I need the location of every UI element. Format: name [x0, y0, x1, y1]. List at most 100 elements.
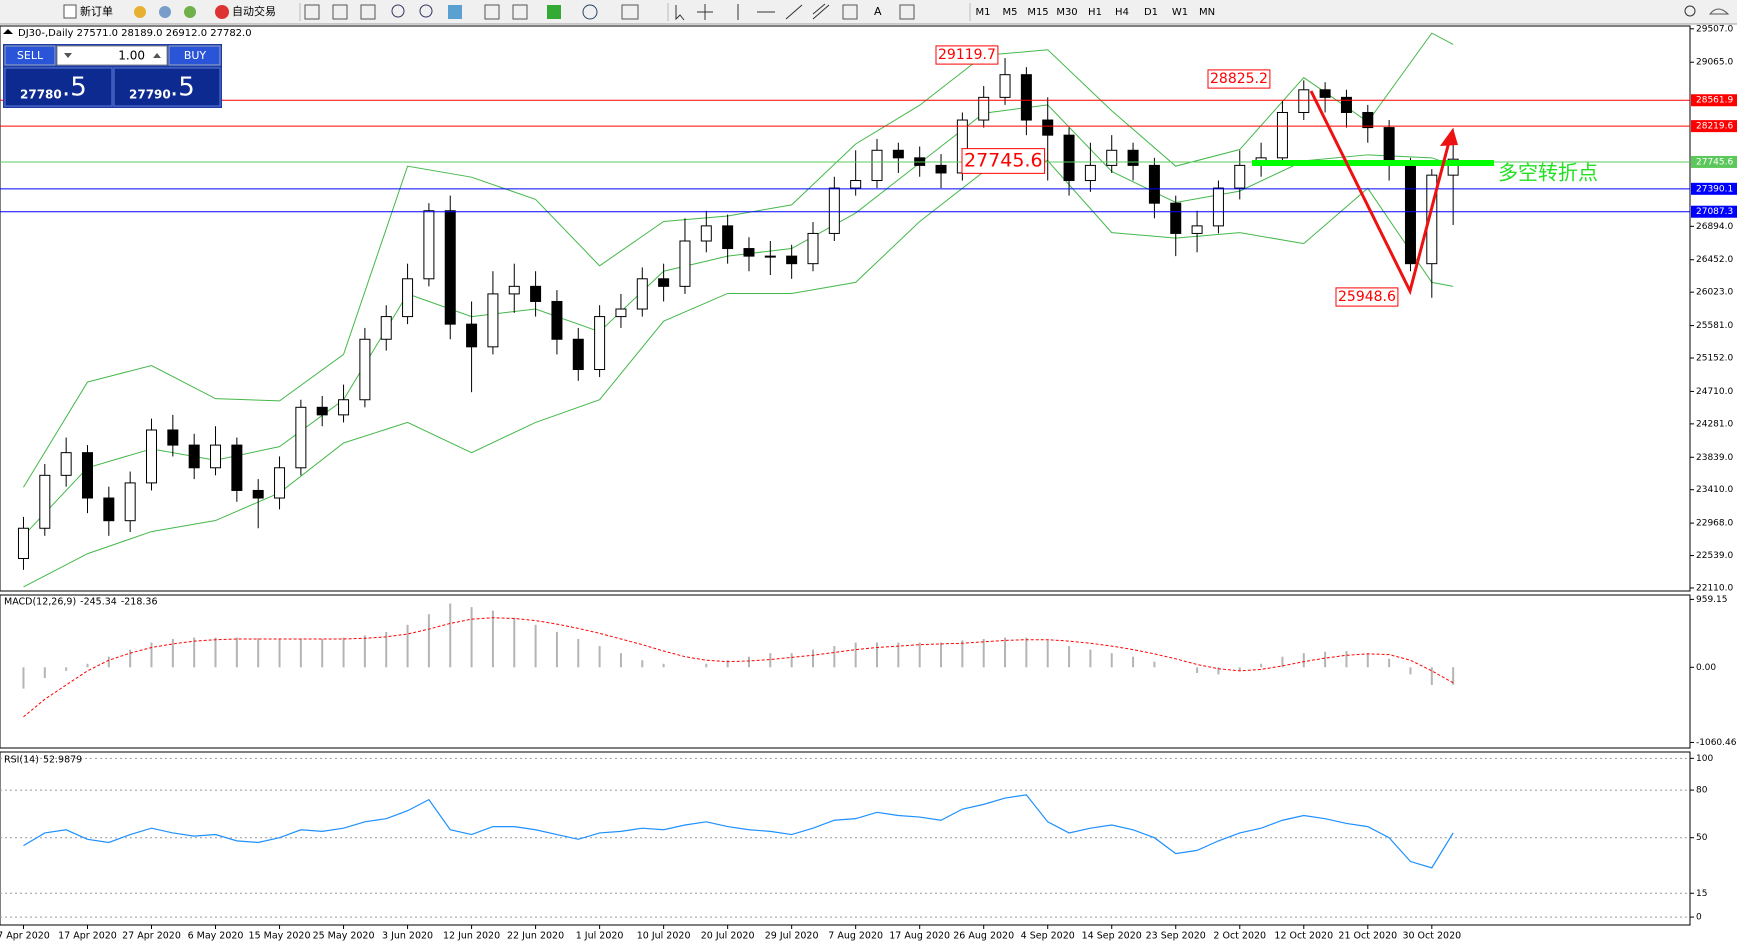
toolbar-icon[interactable] [360, 4, 376, 20]
crosshair-icon[interactable] [697, 4, 713, 20]
candle-body [1426, 174, 1438, 265]
toolbar-icon[interactable] [159, 6, 171, 18]
candle-body [466, 323, 478, 348]
x-tick-label: 12 Oct 2020 [1274, 931, 1333, 942]
timeframe-button[interactable]: D1 [1144, 7, 1158, 18]
zoom-out-icon[interactable] [419, 4, 433, 18]
label-icon[interactable] [899, 4, 915, 20]
price-annotation-box [1335, 287, 1399, 307]
y-tick-label: 50 [1696, 833, 1708, 843]
buy-label[interactable]: BUY [184, 49, 207, 62]
lot-value[interactable]: 1.00 [118, 49, 145, 63]
x-tick-label: 25 May 2020 [313, 931, 375, 942]
lot-down[interactable] [64, 53, 72, 58]
candle-body [338, 399, 350, 416]
candle-body [935, 164, 947, 174]
candle-body [17, 527, 29, 559]
candle-body [81, 452, 93, 499]
sell-price-box[interactable] [4, 67, 113, 107]
auto-trading-button[interactable]: 自动交易 [232, 4, 276, 18]
candle-body [124, 482, 136, 522]
price-level-tag [1691, 205, 1737, 218]
macd-chart: 959.15 0.00 -1060.46 MACD(12,26,9) -245.34 -2… [4, 595, 1737, 748]
timeframe-button[interactable]: H1 [1088, 7, 1102, 18]
candle-body [786, 255, 798, 265]
timeframe-button[interactable]: W1 [1172, 7, 1188, 18]
price-level-tag [1691, 155, 1737, 168]
cursor-icon[interactable] [675, 5, 685, 21]
x-tick-label: 12 Jun 2020 [443, 931, 500, 942]
auto-trading-icon[interactable] [215, 5, 229, 19]
signals-icon[interactable] [1708, 8, 1730, 15]
x-tick-label: 7 Apr 2020 [0, 931, 50, 942]
price-annotation: 29119.7 [938, 47, 996, 63]
new-order-button[interactable]: 新订单 [80, 4, 113, 18]
candle-body [210, 444, 222, 469]
candle-body [1148, 164, 1160, 204]
timeframe-button[interactable]: H4 [1115, 7, 1129, 18]
toolbar-icon[interactable] [512, 4, 528, 20]
x-tick-label: 23 Sep 2020 [1146, 931, 1206, 942]
y-tick-label: 100 [1696, 754, 1713, 764]
candle-body [252, 489, 264, 499]
candle-body [1063, 134, 1075, 182]
y-tick-label: 23839.0 [1696, 453, 1733, 463]
timeframe-button[interactable]: M5 [1003, 7, 1018, 18]
trend-arrow [1309, 90, 1452, 296]
arrow-head [1440, 128, 1458, 146]
zoom-in-icon[interactable] [391, 4, 405, 18]
toolbar-icon[interactable] [304, 4, 320, 20]
periods-icon[interactable] [582, 4, 598, 20]
timeframe-button[interactable]: M1 [976, 7, 991, 18]
toolbar-icon[interactable] [332, 4, 348, 20]
lot-field[interactable] [56, 45, 168, 66]
macd-signal [23, 617, 1454, 718]
y-tick-label: 24710.0 [1696, 387, 1733, 397]
lot-up[interactable] [153, 53, 161, 58]
channel-icon[interactable] [812, 3, 830, 20]
candle-body [1383, 127, 1395, 166]
toolbar-icon[interactable] [448, 5, 462, 19]
indicators-icon[interactable] [547, 5, 561, 19]
toolbar-icon[interactable] [134, 6, 146, 18]
bollinger-lower [23, 160, 1454, 588]
new-order-icon[interactable] [63, 4, 77, 19]
macd-header: -245.34 [80, 597, 117, 608]
templates-icon[interactable] [621, 4, 639, 20]
y-tick-label: 24281.0 [1696, 419, 1733, 429]
timeframe-button[interactable]: M30 [1056, 7, 1077, 18]
buy-fraction: .5 [170, 73, 195, 103]
buy-price-box[interactable] [113, 67, 221, 107]
candle-body [231, 444, 243, 491]
candle-body [636, 278, 648, 310]
candle-body [572, 338, 584, 371]
x-tick-label: 17 Apr 2020 [58, 931, 117, 942]
candle-body [1319, 89, 1331, 98]
candle-body [103, 497, 115, 522]
text-icon[interactable]: A [874, 5, 882, 18]
toolbar [0, 0, 1737, 24]
candle-body [722, 225, 734, 250]
price-level-tag [1691, 94, 1737, 107]
macd-header: -218.36 [121, 597, 158, 608]
trendline-icon[interactable] [785, 4, 803, 20]
y-tick-label: 80 [1696, 786, 1708, 796]
price-level-label: 28219.6 [1696, 122, 1733, 132]
sell-label[interactable]: SELL [17, 49, 44, 62]
toolbar-items: 新订单 自动交易 A M1 M5 M15 M30 H1 H4 D1 W1 MN [63, 3, 1730, 21]
timeframes: M1 M5 M15 M30 H1 H4 D1 W1 MN [976, 7, 1216, 18]
x-tick-label: 15 May 2020 [249, 931, 311, 942]
price-level-label: 27087.3 [1696, 207, 1733, 217]
x-tick-label: 26 Aug 2020 [953, 931, 1014, 942]
timeframe-button[interactable]: MN [1199, 7, 1215, 18]
search-icon[interactable] [1684, 5, 1696, 17]
fibo-icon[interactable] [842, 4, 858, 20]
x-tick-label: 14 Sep 2020 [1082, 931, 1142, 942]
buy-button[interactable] [168, 45, 221, 66]
sell-price: 27780 [20, 88, 62, 102]
timeframe-button[interactable]: M15 [1027, 7, 1048, 18]
toolbar-icon[interactable] [484, 4, 500, 20]
toolbar-icon[interactable] [184, 6, 196, 18]
sell-button[interactable] [4, 45, 56, 66]
